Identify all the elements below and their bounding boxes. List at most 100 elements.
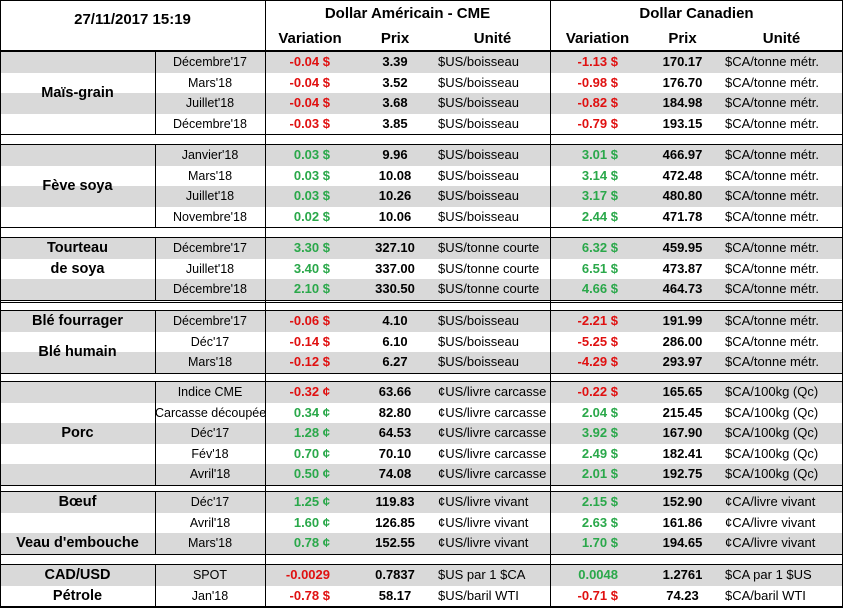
contract: Mars'18 <box>187 536 233 550</box>
unit-ca: $CA/tonne métr. <box>725 260 819 276</box>
group-border <box>0 491 843 492</box>
unit-ca: $CA/100kg (Qc) <box>725 466 819 481</box>
variation-ca: 4.66 $ <box>581 281 618 296</box>
col-line <box>155 382 156 485</box>
variation-us: 0.03 $ <box>293 147 330 162</box>
ca-title: Dollar Canadien <box>639 5 754 22</box>
row-background <box>0 464 843 485</box>
unit-ca: $CA/tonne métr. <box>725 313 819 328</box>
variation-ca: -1.13 $ <box>577 54 618 69</box>
unit-us: $US/baril WTI <box>438 587 519 603</box>
group-border <box>0 237 843 238</box>
variation-ca: 2.15 $ <box>581 494 618 509</box>
contract: Décembre'18 <box>173 116 247 131</box>
commodity-label: Maïs-grain <box>41 84 114 101</box>
col-line <box>155 311 156 373</box>
group-border <box>0 381 843 382</box>
border <box>0 50 843 51</box>
commodity-label: Tourteau <box>47 240 108 256</box>
unit-ca: $CA/100kg (Qc) <box>725 404 819 420</box>
column-header: Prix <box>380 30 410 47</box>
unit-us: ¢US/livre carcasse <box>438 445 547 461</box>
price-ca: 471.78 <box>662 208 703 224</box>
unit-us: $US/boisseau <box>438 115 519 131</box>
unit-ca: $CA/baril WTI <box>725 587 806 603</box>
unit-ca: $CA/tonne métr. <box>725 95 819 110</box>
unit-us: $US par 1 $CA <box>438 567 526 582</box>
contract: Mars'18 <box>187 355 233 369</box>
unit-ca: $CA/tonne métr. <box>725 281 819 296</box>
unit-us: ¢US/livre carcasse <box>438 425 547 440</box>
contract: Décembre'17 <box>173 241 247 255</box>
contract: Avril'18 <box>189 467 231 481</box>
unit-us: $US/boisseau <box>438 147 519 162</box>
commodity-label: de soya <box>50 260 105 277</box>
variation-ca: -0.79 $ <box>577 115 618 131</box>
price-us: 3.52 <box>382 74 408 90</box>
variation-ca: 3.14 $ <box>581 167 618 183</box>
column-header: Unité <box>473 30 512 47</box>
contract: Déc'17 <box>190 426 230 440</box>
contract: Jan'18 <box>191 588 229 603</box>
unit-ca: $CA/tonne métr. <box>725 115 819 131</box>
price-ca: 480.80 <box>662 188 703 203</box>
unit-ca: ¢CA/livre vivant <box>725 494 816 509</box>
price-us: 64.53 <box>378 425 412 440</box>
price-us: 63.66 <box>378 384 412 399</box>
unit-us: ¢US/livre vivant <box>438 535 529 550</box>
contract: Avril'18 <box>189 515 231 530</box>
price-ca: 466.97 <box>662 147 703 162</box>
variation-us: 1.28 ¢ <box>293 425 330 440</box>
price-ca: 161.86 <box>662 514 703 530</box>
contract: Juillet'18 <box>185 189 235 203</box>
variation-ca: 2.04 $ <box>581 404 618 420</box>
contract: Novembre'18 <box>173 209 247 224</box>
row-background <box>0 238 843 259</box>
col-line <box>155 492 156 554</box>
unit-ca: $CA/tonne métr. <box>725 354 819 369</box>
unit-us: $US/boisseau <box>438 95 519 110</box>
group-border <box>0 299 843 301</box>
group-border <box>0 144 843 145</box>
unit-us: ¢US/livre carcasse <box>438 466 547 481</box>
unit-ca: $CA/tonne métr. <box>725 167 819 183</box>
variation-ca: 0.0048 <box>578 567 618 582</box>
row-background <box>0 145 843 166</box>
border <box>0 0 843 1</box>
variation-ca: -4.29 $ <box>577 354 618 369</box>
row-background <box>0 52 843 73</box>
column-header: Variation <box>565 30 630 47</box>
group-border <box>0 302 843 303</box>
variation-ca: 2.44 $ <box>581 208 618 224</box>
price-ca: 165.65 <box>662 384 703 399</box>
col-line <box>155 52 156 134</box>
variation-us: 2.10 $ <box>293 281 330 296</box>
column-header: Prix <box>668 30 697 47</box>
variation-us: -0.03 $ <box>289 115 330 131</box>
variation-us: -0.04 $ <box>289 54 330 69</box>
variation-ca: -0.82 $ <box>577 95 618 110</box>
contract: Mars'18 <box>187 75 233 90</box>
variation-us: 0.50 ¢ <box>293 466 330 481</box>
contract: Décembre'17 <box>173 314 247 328</box>
contract: Mars'18 <box>187 168 233 183</box>
variation-ca: 2.49 $ <box>581 445 618 461</box>
price-ca: 1.2761 <box>662 567 703 582</box>
variation-ca: 2.01 $ <box>581 466 618 481</box>
row-background <box>0 93 843 114</box>
price-ca: 473.87 <box>662 260 703 276</box>
variation-ca: -5.25 $ <box>577 333 618 349</box>
variation-us: -0.32 ¢ <box>289 384 330 399</box>
unit-ca: $CA/tonne métr. <box>725 74 819 90</box>
variation-us: 1.25 ¢ <box>293 494 330 509</box>
unit-us: ¢US/livre carcasse <box>438 404 547 420</box>
variation-us: -0.06 $ <box>289 313 330 328</box>
contract: Décembre'18 <box>173 282 247 296</box>
unit-ca: $CA par 1 $US <box>725 567 812 582</box>
contract: Fév'18 <box>191 446 229 461</box>
price-ca: 167.90 <box>662 425 703 440</box>
unit-us: $US/boisseau <box>438 333 519 349</box>
price-ca: 182.41 <box>662 445 703 461</box>
unit-us: $US/boisseau <box>438 354 519 369</box>
variation-us: -0.14 $ <box>289 333 330 349</box>
